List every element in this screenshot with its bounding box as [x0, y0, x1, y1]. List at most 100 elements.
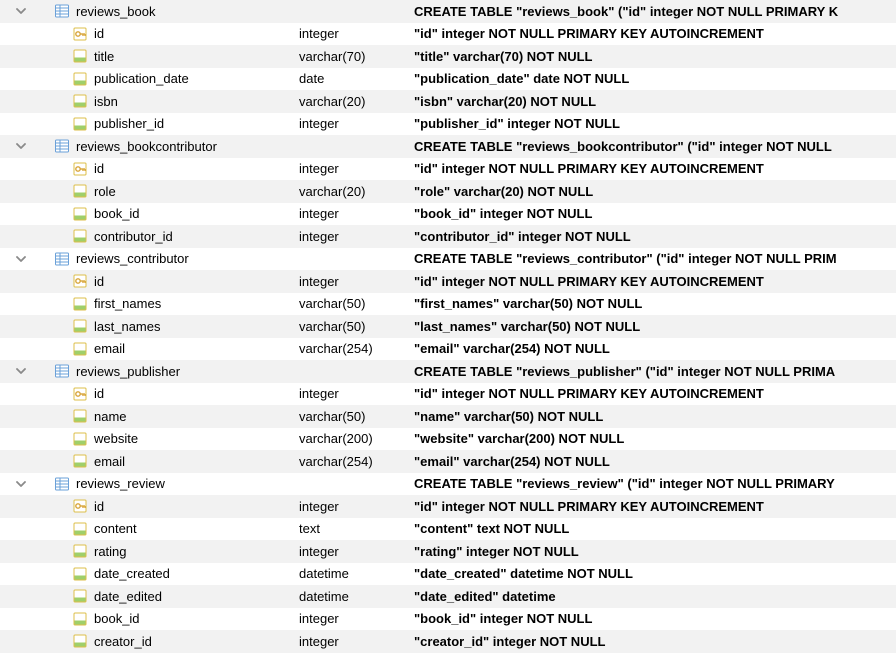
type-cell: integer: [295, 26, 410, 41]
table-icon: [54, 476, 70, 492]
definition-cell: "id" integer NOT NULL PRIMARY KEY AUTOIN…: [410, 26, 896, 41]
column-icon: [72, 453, 88, 469]
column-icon: [72, 318, 88, 334]
tree-cell-name: first_names: [0, 296, 295, 312]
table-icon: [54, 363, 70, 379]
column-row[interactable]: idinteger"id" integer NOT NULL PRIMARY K…: [0, 23, 896, 46]
column-row[interactable]: date_createddatetime"date_created" datet…: [0, 563, 896, 586]
definition-cell: "contributor_id" integer NOT NULL: [410, 229, 896, 244]
table-icon: [54, 138, 70, 154]
column-name: id: [94, 161, 104, 176]
column-row[interactable]: contenttext"content" text NOT NULL: [0, 518, 896, 541]
primary-key-icon: [72, 161, 88, 177]
chevron-down-icon[interactable]: [16, 366, 26, 376]
table-row[interactable]: reviews_bookcontributorCREATE TABLE "rev…: [0, 135, 896, 158]
column-row[interactable]: emailvarchar(254)"email" varchar(254) NO…: [0, 338, 896, 361]
chevron-down-icon[interactable]: [16, 141, 26, 151]
type-cell: integer: [295, 229, 410, 244]
definition-cell: "book_id" integer NOT NULL: [410, 206, 896, 221]
indent: [0, 141, 32, 151]
type-cell: text: [295, 521, 410, 536]
column-row[interactable]: ratinginteger"rating" integer NOT NULL: [0, 540, 896, 563]
column-row[interactable]: namevarchar(50)"name" varchar(50) NOT NU…: [0, 405, 896, 428]
column-name: publication_date: [94, 71, 189, 86]
column-icon: [72, 116, 88, 132]
tree-cell-name: reviews_review: [0, 476, 295, 492]
definition-cell: "website" varchar(200) NOT NULL: [410, 431, 896, 446]
tree-cell-name: contributor_id: [0, 228, 295, 244]
tree-cell-name: reviews_publisher: [0, 363, 295, 379]
primary-key-icon: [72, 386, 88, 402]
column-name: book_id: [94, 206, 140, 221]
column-row[interactable]: creator_idinteger"creator_id" integer NO…: [0, 630, 896, 653]
table-row[interactable]: reviews_publisherCREATE TABLE "reviews_p…: [0, 360, 896, 383]
tree-cell-name: date_created: [0, 566, 295, 582]
definition-cell: "publisher_id" integer NOT NULL: [410, 116, 896, 131]
column-name: creator_id: [94, 634, 152, 649]
column-row[interactable]: publication_datedate"publication_date" d…: [0, 68, 896, 91]
column-row[interactable]: idinteger"id" integer NOT NULL PRIMARY K…: [0, 270, 896, 293]
chevron-down-icon[interactable]: [16, 254, 26, 264]
table-row[interactable]: reviews_contributorCREATE TABLE "reviews…: [0, 248, 896, 271]
column-row[interactable]: idinteger"id" integer NOT NULL PRIMARY K…: [0, 158, 896, 181]
definition-cell: CREATE TABLE "reviews_review" ("id" inte…: [410, 476, 896, 491]
type-cell: datetime: [295, 566, 410, 581]
column-row[interactable]: rolevarchar(20)"role" varchar(20) NOT NU…: [0, 180, 896, 203]
type-cell: varchar(70): [295, 49, 410, 64]
tree-cell-name: rating: [0, 543, 295, 559]
chevron-down-icon[interactable]: [16, 479, 26, 489]
column-name: last_names: [94, 319, 160, 334]
tree-cell-name: creator_id: [0, 633, 295, 649]
column-icon: [72, 633, 88, 649]
type-cell: varchar(50): [295, 296, 410, 311]
type-cell: integer: [295, 161, 410, 176]
table-name: reviews_contributor: [76, 251, 189, 266]
column-icon: [72, 183, 88, 199]
column-row[interactable]: idinteger"id" integer NOT NULL PRIMARY K…: [0, 495, 896, 518]
type-cell: integer: [295, 206, 410, 221]
type-cell: integer: [295, 386, 410, 401]
definition-cell: "rating" integer NOT NULL: [410, 544, 896, 559]
column-name: id: [94, 274, 104, 289]
tree-cell-name: reviews_bookcontributor: [0, 138, 295, 154]
type-cell: integer: [295, 274, 410, 289]
table-row[interactable]: reviews_review CREATE TABLE "reviews_revi…: [0, 473, 896, 496]
column-name: book_id: [94, 611, 140, 626]
column-name: name: [94, 409, 127, 424]
tree-cell-name: date_edited: [0, 588, 295, 604]
column-row[interactable]: websitevarchar(200)"website" varchar(200…: [0, 428, 896, 451]
definition-cell: "date_created" datetime NOT NULL: [410, 566, 896, 581]
table-name: reviews_publisher: [76, 364, 180, 379]
column-name: rating: [94, 544, 127, 559]
definition-cell: "publication_date" date NOT NULL: [410, 71, 896, 86]
table-name: reviews_bookcontributor: [76, 139, 217, 154]
column-row[interactable]: first_namesvarchar(50)"first_names" varc…: [0, 293, 896, 316]
table-row[interactable]: reviews_bookCREATE TABLE "reviews_book" …: [0, 0, 896, 23]
tree-cell-name: name: [0, 408, 295, 424]
column-row[interactable]: titlevarchar(70)"title" varchar(70) NOT …: [0, 45, 896, 68]
column-row[interactable]: emailvarchar(254)"email" varchar(254) NO…: [0, 450, 896, 473]
column-row[interactable]: book_idinteger"book_id" integer NOT NULL: [0, 608, 896, 631]
column-row[interactable]: isbnvarchar(20)"isbn" varchar(20) NOT NU…: [0, 90, 896, 113]
tree-cell-name: content: [0, 521, 295, 537]
column-name: isbn: [94, 94, 118, 109]
tree-cell-name: email: [0, 453, 295, 469]
column-row[interactable]: last_namesvarchar(50)"last_names" varcha…: [0, 315, 896, 338]
column-row[interactable]: publisher_idinteger"publisher_id" intege…: [0, 113, 896, 136]
table-name: reviews_review: [76, 476, 165, 491]
primary-key-icon: [72, 26, 88, 42]
column-row[interactable]: idinteger"id" integer NOT NULL PRIMARY K…: [0, 383, 896, 406]
column-icon: [72, 566, 88, 582]
column-row[interactable]: date_editeddatetime"date_edited" datetim…: [0, 585, 896, 608]
column-row[interactable]: book_id integer"book_id" integer NOT NULL: [0, 203, 896, 226]
column-row[interactable]: contributor_idinteger"contributor_id" in…: [0, 225, 896, 248]
chevron-down-icon[interactable]: [16, 6, 26, 16]
definition-cell: "isbn" varchar(20) NOT NULL: [410, 94, 896, 109]
type-cell: varchar(50): [295, 319, 410, 334]
table-icon: [54, 251, 70, 267]
column-icon: [72, 521, 88, 537]
tree-cell-name: email: [0, 341, 295, 357]
schema-tree: reviews_bookCREATE TABLE "reviews_book" …: [0, 0, 896, 653]
tree-cell-name: reviews_book: [0, 3, 295, 19]
definition-cell: "email" varchar(254) NOT NULL: [410, 341, 896, 356]
